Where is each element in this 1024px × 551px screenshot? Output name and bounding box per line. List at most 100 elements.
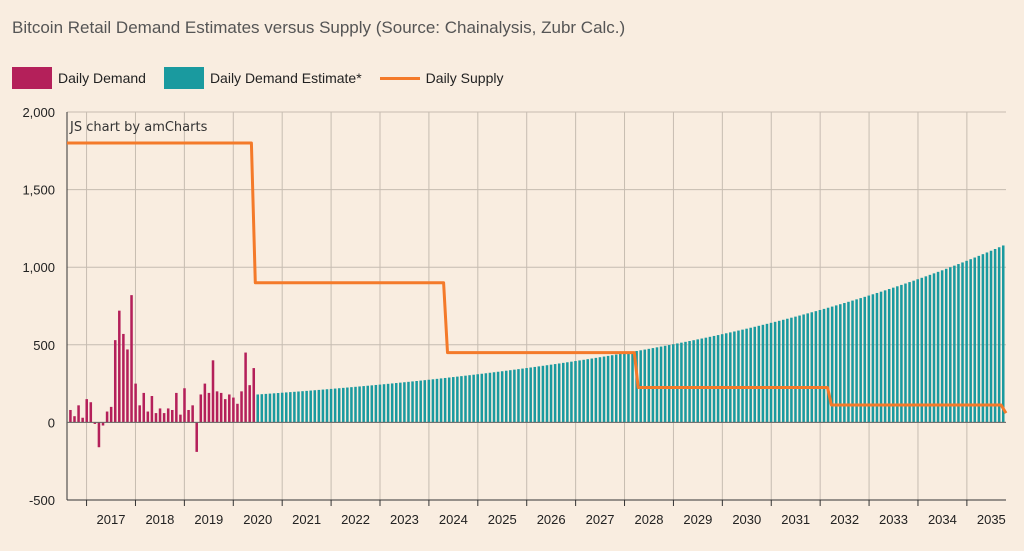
estimate-bar	[529, 367, 532, 423]
demand-bar	[207, 392, 211, 423]
x-tick-label: 2026	[537, 512, 566, 527]
estimate-bar	[566, 362, 569, 423]
estimate-bar	[936, 271, 940, 423]
demand-bar	[134, 383, 137, 423]
estimate-bar	[582, 359, 585, 423]
estimate-bar	[305, 390, 308, 423]
demand-bar	[195, 422, 198, 452]
estimate-bar	[745, 328, 748, 423]
estimate-bar	[488, 372, 492, 423]
estimate-bar	[586, 359, 589, 423]
estimate-bar	[680, 342, 683, 423]
legend-swatch-daily-supply	[379, 67, 420, 89]
estimate-bar	[631, 351, 634, 423]
estimate-bar	[871, 294, 875, 423]
estimate-bar	[761, 324, 765, 423]
legend-item-daily-supply[interactable]: Daily Supply	[379, 67, 504, 89]
legend-item-daily-demand[interactable]: Daily Demand	[12, 67, 146, 89]
estimate-bar	[264, 393, 268, 423]
estimate-bar	[374, 384, 378, 423]
estimate-bar	[928, 274, 932, 423]
estimate-bar	[773, 321, 777, 423]
estimate-bar	[272, 393, 276, 423]
estimate-bar	[276, 393, 280, 423]
estimate-bar	[733, 331, 736, 423]
estimate-bar	[765, 323, 769, 423]
estimate-bar	[594, 357, 598, 423]
estimate-bar	[492, 372, 496, 423]
estimate-bar	[940, 270, 944, 423]
estimate-bar	[284, 392, 288, 423]
x-tick-label: 2029	[683, 512, 712, 527]
demand-bar	[244, 352, 247, 423]
estimate-bar	[688, 341, 691, 423]
x-tick-label: 2024	[439, 512, 468, 527]
demand-bar	[146, 411, 150, 423]
x-tick-label: 2028	[635, 512, 664, 527]
estimate-bar	[949, 267, 952, 423]
estimate-bar	[875, 292, 879, 423]
estimate-bar	[574, 361, 577, 423]
estimate-bar	[993, 249, 997, 423]
estimate-bar	[309, 390, 312, 423]
estimate-bar	[598, 357, 602, 423]
estimate-bar	[346, 387, 349, 423]
estimate-bar	[549, 364, 553, 423]
estimate-bar	[667, 345, 671, 423]
estimate-bar	[378, 384, 382, 423]
estimate-bar	[834, 305, 838, 423]
estimate-bar	[484, 373, 488, 423]
estimate-bar	[851, 300, 854, 423]
estimate-bar	[912, 280, 915, 423]
estimate-bar	[777, 320, 781, 423]
demand-bar	[171, 409, 174, 423]
estimate-bar	[333, 388, 337, 423]
estimate-bar	[370, 385, 374, 423]
y-tick-label: 0	[48, 415, 55, 430]
amcharts-credit[interactable]: JS chart by amCharts	[70, 120, 208, 135]
demand-bar	[162, 413, 166, 423]
estimate-bar	[1001, 245, 1005, 423]
estimate-bar	[916, 279, 919, 423]
estimate-bar	[382, 384, 386, 423]
estimate-bar	[724, 333, 728, 423]
estimate-bar	[700, 338, 704, 423]
estimate-bar	[883, 290, 887, 423]
estimate-bar	[847, 301, 850, 423]
demand-bar	[191, 405, 194, 423]
estimate-bar	[350, 387, 353, 423]
estimate-bar	[570, 361, 573, 423]
estimate-bar	[293, 391, 296, 423]
estimate-bar	[358, 386, 361, 423]
estimate-bar	[256, 394, 259, 423]
estimate-bar	[957, 264, 960, 423]
x-tick-label: 2033	[879, 512, 908, 527]
x-tick-label: 2035	[977, 512, 1006, 527]
estimate-bar	[977, 255, 981, 423]
estimate-bar	[390, 383, 394, 423]
estimate-bar	[447, 377, 451, 423]
estimate-bar	[533, 366, 537, 423]
x-tick-label: 2034	[928, 512, 957, 527]
estimate-bar	[749, 327, 752, 423]
demand-bar	[248, 385, 251, 423]
demand-bar	[211, 360, 215, 423]
estimate-bar	[537, 366, 541, 423]
demand-bar	[73, 416, 76, 423]
estimate-bar	[676, 343, 679, 423]
estimate-bar	[973, 257, 977, 423]
estimate-bar	[753, 326, 757, 423]
estimate-bar	[716, 335, 720, 423]
estimate-bar	[394, 383, 398, 423]
estimate-bar	[806, 313, 809, 423]
demand-bar	[138, 405, 141, 423]
estimate-bar	[696, 339, 699, 423]
estimate-bar	[619, 353, 622, 423]
legend: Daily Demand Daily Demand Estimate* Dail…	[12, 66, 522, 90]
demand-bar	[215, 391, 219, 423]
estimate-bar	[342, 387, 345, 423]
estimate-bar	[944, 268, 948, 423]
legend-item-daily-demand-estimate[interactable]: Daily Demand Estimate*	[163, 67, 362, 89]
demand-bar	[154, 413, 158, 423]
